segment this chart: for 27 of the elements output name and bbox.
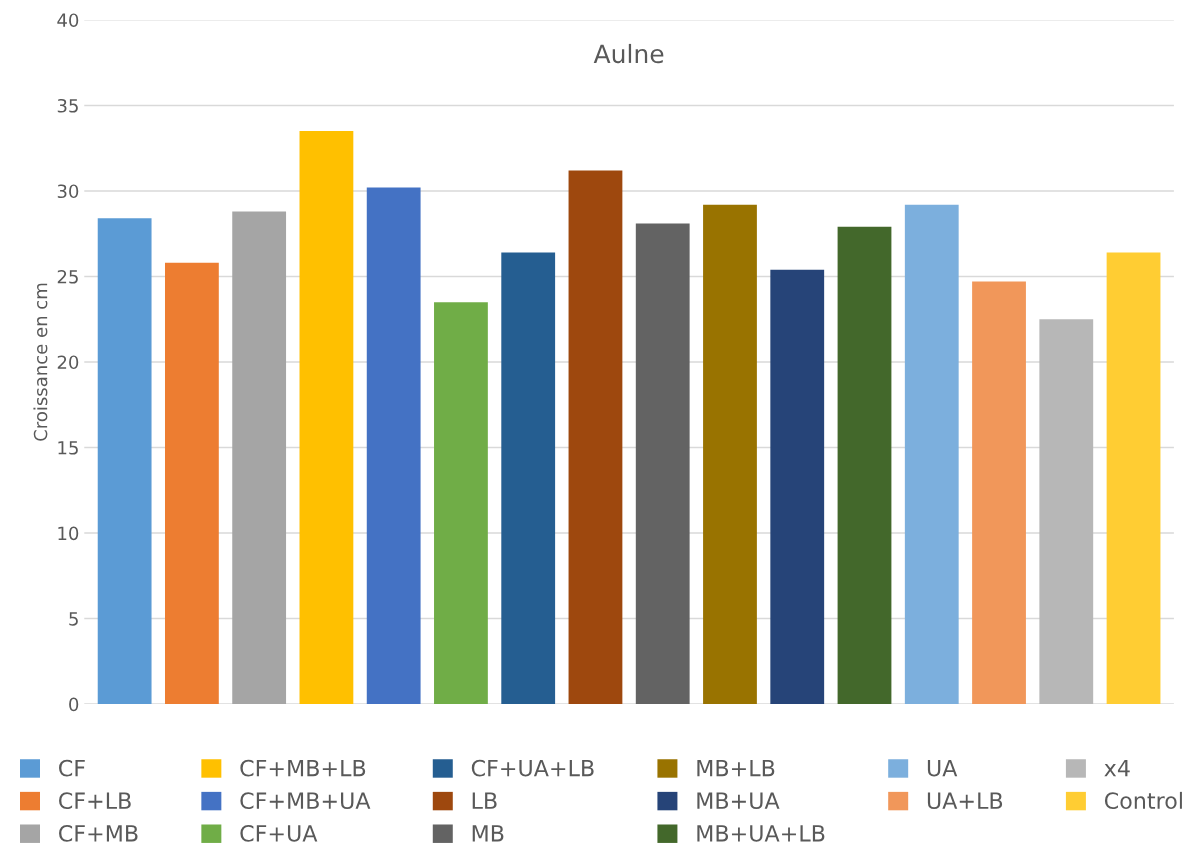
y-tick-label: 5 [69, 612, 78, 626]
legend-label: Control [1104, 791, 1182, 810]
legend-label: MB+UA [697, 792, 780, 810]
legend-label: CF+LB [59, 792, 131, 810]
legend-label: CF+MB+UA [240, 792, 371, 810]
legend-label: CF+UA [240, 824, 318, 842]
y-tick-label: 35 [57, 98, 78, 113]
y-tick-label: 40 [57, 13, 79, 28]
y-axis-title: Croissance en cm [33, 283, 48, 441]
legend-label: x4 [1104, 759, 1130, 777]
y-tick-label: 30 [57, 184, 79, 199]
y-tick-label: 15 [58, 441, 78, 455]
legend-label: MB [472, 825, 504, 842]
legend-label: CF+MB [59, 824, 138, 842]
legend-label: UA [927, 759, 958, 777]
legend-label: MB+UA+LB [697, 825, 825, 842]
y-tick-label: 20 [57, 355, 79, 370]
y-tick-label: 25 [57, 269, 78, 284]
text: Aulne [593, 43, 664, 64]
legend-label: CF [59, 759, 85, 777]
legend-label: MB+LB [697, 759, 775, 777]
y-tick-label: 10 [58, 526, 79, 541]
legend-label: CF+UA+LB [471, 759, 594, 777]
legend-label: UA+LB [927, 792, 1003, 810]
legend-label: CF+MB+LB [240, 759, 366, 777]
legend-label: LB [472, 792, 497, 809]
y-tick-label: 0 [69, 697, 79, 712]
